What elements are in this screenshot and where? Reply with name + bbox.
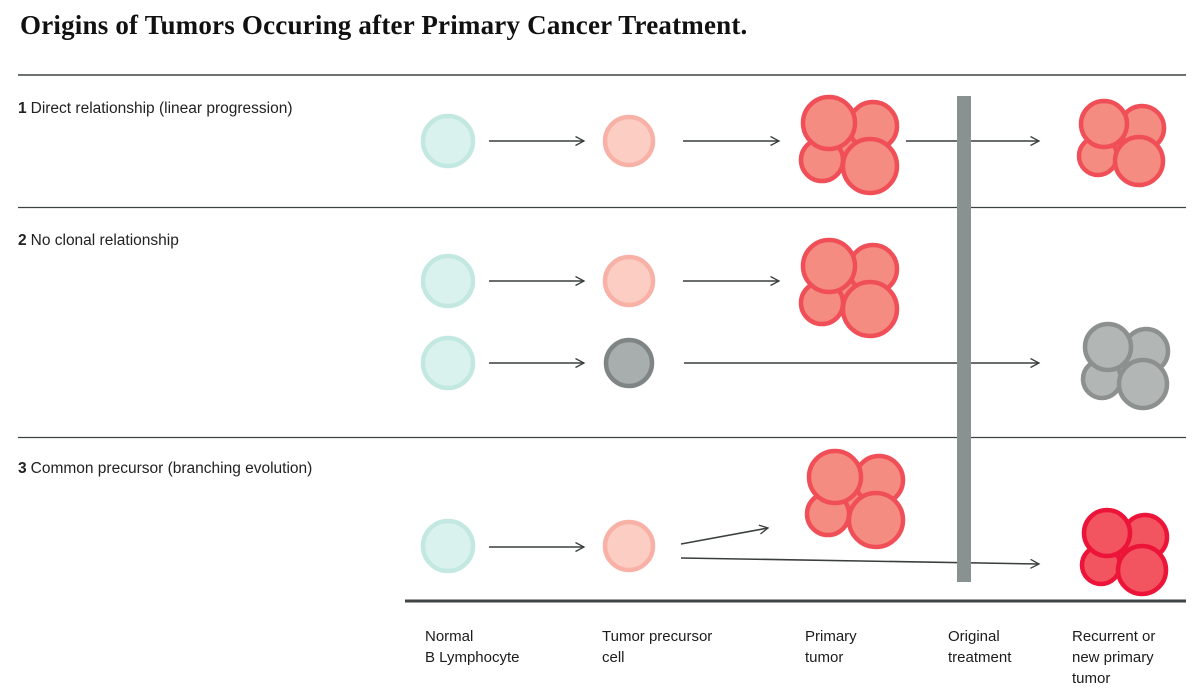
row3-branch-arrow-to-recurrent — [680, 557, 1039, 564]
row2a-normal-b-lymphocyte — [420, 253, 476, 309]
row1-tumor-precursor-cell — [602, 114, 656, 168]
tumor-cell — [846, 490, 906, 550]
section-1-label: 1 Direct relationship (linear progression… — [18, 100, 293, 118]
row2b-unrelated-precursor-cell — [603, 337, 655, 389]
section-3-label: 3 Common precursor (branching evolution) — [18, 460, 312, 478]
row3-recurrent-tumor-cluster — [1079, 507, 1170, 597]
tumor-cell — [1082, 321, 1134, 373]
row3-common-precursor-cell — [602, 519, 656, 573]
row2b-normal-b-lymphocyte — [420, 335, 476, 391]
column-label-recurrent-or-new-primary-tumor: Recurrent or new primary tumor — [1072, 628, 1156, 687]
column-label-tumor-precursor-cell: Tumor precursor cell — [602, 628, 713, 666]
section-2-label: 2 No clonal relationship — [18, 232, 179, 250]
tumor-cell — [806, 448, 864, 506]
row1-primary-tumor-cluster — [798, 94, 900, 196]
section-3-text: Common precursor (branching evolution) — [30, 460, 313, 477]
row1-normal-b-lymphocyte — [420, 113, 476, 169]
tumor-cell — [800, 94, 858, 152]
row2a-tumor-precursor-cell — [602, 254, 656, 308]
section-2-text: No clonal relationship — [30, 232, 179, 249]
tumor-cell — [1116, 357, 1170, 411]
tumor-cell — [840, 136, 900, 196]
tumor-cell — [1112, 134, 1166, 188]
row1-recurrent-tumor-cluster — [1076, 98, 1167, 188]
tumor-cell — [1081, 507, 1133, 559]
column-label-normal-b-lymphocyte: Normal B Lymphocyte — [425, 628, 520, 666]
column-label-original-treatment: Original treatment — [948, 628, 1012, 666]
row2a-primary-tumor-cluster — [798, 237, 900, 339]
section-1-number: 1 — [18, 100, 27, 117]
figure-title: Origins of Tumors Occuring after Primary… — [20, 10, 748, 40]
section-3-number: 3 — [18, 460, 27, 477]
row3-branch-arrow-to-primary — [680, 528, 768, 545]
tumor-cell — [1115, 543, 1169, 597]
row3-normal-b-lymphocyte — [420, 518, 476, 574]
original-treatment-bar — [957, 96, 971, 582]
tumor-cell — [800, 237, 858, 295]
column-label-primary-tumor: Primary tumor — [805, 628, 857, 666]
tumor-cell — [840, 279, 900, 339]
row3-primary-tumor-cluster — [804, 448, 906, 550]
tumor-cell — [1078, 98, 1130, 150]
section-2-number: 2 — [18, 232, 27, 249]
section-1-text: Direct relationship (linear progression) — [30, 100, 293, 117]
row2b-new-primary-tumor-cluster — [1080, 321, 1171, 411]
